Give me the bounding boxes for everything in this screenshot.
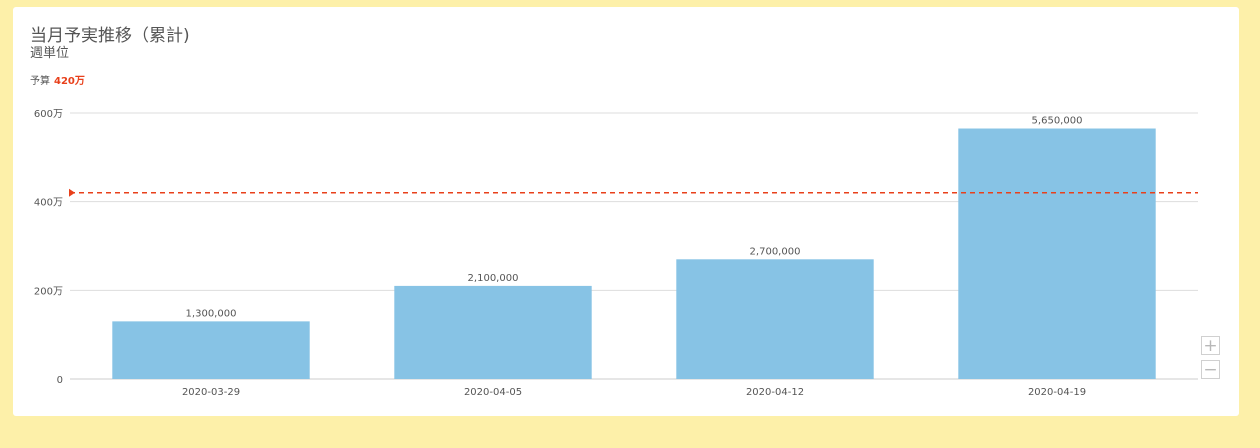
bar-data-label: 5,650,000: [1032, 116, 1083, 127]
bar-data-label: 2,700,000: [750, 246, 801, 257]
x-tick-label: 2020-04-19: [1028, 387, 1086, 398]
budget-indicator: 予算 420万: [30, 72, 85, 87]
budget-value: 420万: [54, 76, 85, 87]
x-tick-label: 2020-03-29: [182, 387, 240, 398]
y-tick-label: 200万: [34, 286, 63, 297]
minus-icon: −: [1203, 360, 1218, 380]
bar: [676, 259, 874, 379]
x-tick-label: 2020-04-12: [746, 387, 804, 398]
chart-title: 当月予実推移（累計): [30, 26, 190, 46]
budget-label: 予算: [30, 76, 50, 87]
bar-data-label: 2,100,000: [468, 273, 519, 284]
y-tick-label: 600万: [34, 109, 63, 120]
bar: [394, 285, 592, 379]
zoom-out-button[interactable]: −: [1201, 360, 1220, 379]
bar: [958, 128, 1156, 379]
zoom-in-button[interactable]: +: [1201, 336, 1220, 355]
budget-marker-icon: [69, 188, 75, 197]
bar-chart: 0 200万 400万 600万 1,300,000 2020-03-29 2,100,00…: [34, 109, 1198, 398]
bar: [112, 321, 310, 379]
plus-icon: +: [1203, 336, 1218, 356]
chart-subtitle: 週単位: [30, 46, 70, 61]
y-tick-label: 400万: [34, 198, 63, 209]
bar-data-label: 1,300,000: [186, 308, 237, 319]
chart-card: 当月予実推移（累計) 週単位 予算 420万 0 200万 400万 600万 1,300…: [13, 7, 1239, 416]
x-tick-label: 2020-04-05: [464, 387, 522, 398]
y-tick-label: 0: [57, 375, 63, 386]
